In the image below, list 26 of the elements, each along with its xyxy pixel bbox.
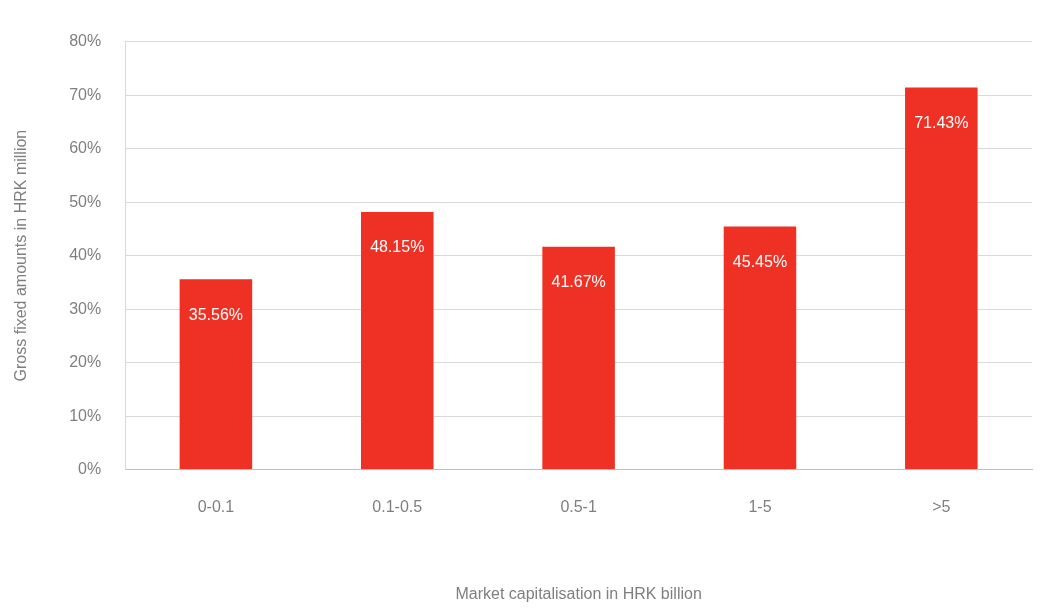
- x-tick-label: >5: [932, 497, 951, 515]
- y-tick-label: 60%: [69, 139, 102, 157]
- y-tick-label: 70%: [69, 85, 102, 103]
- bar: [360, 212, 434, 470]
- x-tick-label: 0.5-1: [560, 497, 597, 515]
- y-tick-label: 50%: [69, 192, 102, 210]
- data-label: 35.56%: [188, 305, 244, 323]
- y-axis-title: Gross fixed amounts in HRK million: [12, 129, 30, 382]
- y-tick-label: 10%: [69, 406, 102, 424]
- data-label: 71.43%: [914, 113, 969, 131]
- x-tick-label: 0-0.1: [197, 497, 235, 515]
- y-tick-label: 20%: [69, 353, 102, 371]
- y-tick-label: 0%: [78, 460, 102, 478]
- x-tick-label: 1-5: [748, 497, 772, 515]
- bar: [179, 279, 253, 470]
- bar: [905, 87, 978, 470]
- x-axis-title: Market capitalisation in HRK billion: [455, 584, 702, 602]
- bar: [542, 246, 615, 470]
- y-tick-label: 30%: [69, 299, 102, 317]
- bar: [723, 226, 797, 470]
- x-tick-label: 0.1-0.5: [372, 497, 423, 515]
- y-tick-label: 40%: [69, 246, 102, 264]
- data-label: 45.45%: [732, 252, 788, 270]
- data-label: 41.67%: [551, 273, 606, 291]
- y-tick-label: 80%: [69, 32, 102, 50]
- data-label: 48.15%: [370, 238, 425, 256]
